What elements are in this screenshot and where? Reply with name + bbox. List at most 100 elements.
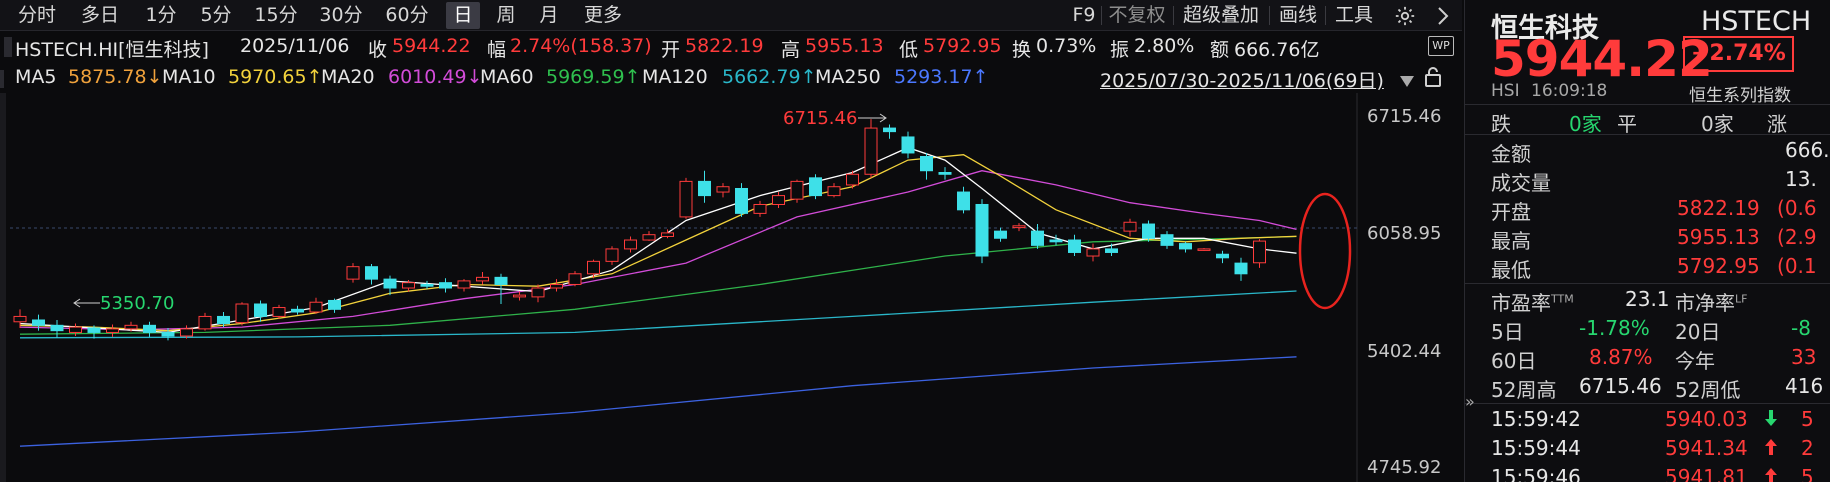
candle[interactable] xyxy=(790,179,804,203)
wp-icon[interactable]: WP xyxy=(1428,36,1454,56)
candle[interactable] xyxy=(809,174,822,200)
candle[interactable] xyxy=(772,192,785,209)
candle[interactable] xyxy=(235,302,249,326)
candle[interactable] xyxy=(87,325,101,339)
candle[interactable] xyxy=(1105,243,1118,257)
candle-body xyxy=(642,234,656,241)
open-label: 开 xyxy=(661,39,681,61)
candle[interactable] xyxy=(439,278,452,293)
candle[interactable] xyxy=(1031,224,1044,249)
period-tab-1min[interactable]: 1分 xyxy=(145,4,177,26)
period-tab-60min[interactable]: 60分 xyxy=(385,4,429,26)
candle[interactable] xyxy=(1086,243,1100,262)
candle[interactable] xyxy=(994,227,1007,242)
chevron-right-icon[interactable] xyxy=(1430,2,1456,29)
candle[interactable] xyxy=(32,314,45,331)
period-tab-multiday[interactable]: 多日 xyxy=(80,4,119,26)
draw-line-button[interactable]: 画线 xyxy=(1278,4,1317,26)
period-tab-30min[interactable]: 30分 xyxy=(319,4,363,26)
candle[interactable] xyxy=(106,324,119,337)
candle[interactable] xyxy=(1068,234,1081,257)
perf-value: -1.78% xyxy=(1579,316,1650,340)
candle[interactable] xyxy=(698,170,711,203)
candle[interactable] xyxy=(402,280,415,292)
candle[interactable] xyxy=(975,199,989,264)
period-tab-5min[interactable]: 5分 xyxy=(200,4,232,26)
candle[interactable] xyxy=(124,321,138,332)
candle[interactable] xyxy=(605,246,619,265)
candle[interactable] xyxy=(383,275,397,296)
candle[interactable] xyxy=(568,271,582,287)
candle[interactable] xyxy=(494,273,508,305)
candle[interactable] xyxy=(846,170,859,189)
candle-body xyxy=(1253,240,1266,264)
lock-icon[interactable] xyxy=(1422,66,1452,88)
candle[interactable] xyxy=(624,236,637,253)
candle[interactable] xyxy=(180,325,193,339)
candle[interactable] xyxy=(328,298,341,313)
candle-body xyxy=(864,127,878,175)
dropdown-triangle-icon[interactable] xyxy=(1400,71,1414,93)
candle[interactable] xyxy=(365,264,378,285)
candle[interactable] xyxy=(272,304,286,320)
candle[interactable] xyxy=(938,167,952,180)
candle[interactable] xyxy=(1179,241,1192,253)
kline-chart[interactable]: 6715.46 6058.95 5402.44 4745.92 6715.46 … xyxy=(0,93,1462,482)
candle[interactable] xyxy=(920,152,933,180)
candle[interactable] xyxy=(254,300,267,322)
candle[interactable] xyxy=(1216,250,1229,264)
candle[interactable] xyxy=(957,186,970,214)
candle[interactable] xyxy=(217,311,230,328)
candle-body xyxy=(494,276,508,285)
candle[interactable] xyxy=(1234,257,1248,281)
gear-icon[interactable] xyxy=(1390,2,1420,29)
candle[interactable] xyxy=(587,259,600,279)
candle[interactable] xyxy=(50,319,64,338)
candle[interactable] xyxy=(420,280,434,289)
candle[interactable] xyxy=(1123,218,1137,237)
candle[interactable] xyxy=(476,272,489,285)
candle[interactable] xyxy=(69,323,82,336)
period-tab-15min[interactable]: 15分 xyxy=(254,4,298,26)
candle[interactable] xyxy=(457,279,471,292)
candle[interactable] xyxy=(1253,239,1266,268)
candle[interactable] xyxy=(1049,234,1063,246)
candle[interactable] xyxy=(309,297,323,314)
candle[interactable] xyxy=(161,327,175,341)
candle[interactable] xyxy=(143,321,156,337)
candle[interactable] xyxy=(513,291,526,301)
candle[interactable] xyxy=(346,263,360,283)
candle[interactable] xyxy=(13,309,27,328)
period-tab-intraday[interactable]: 分时 xyxy=(17,4,56,26)
candle[interactable] xyxy=(864,119,878,178)
candle[interactable] xyxy=(1012,223,1026,232)
candle[interactable] xyxy=(1160,231,1174,249)
period-tab-month[interactable]: 月 xyxy=(539,4,559,26)
no-adjust-button[interactable]: 不复权 xyxy=(1108,4,1166,26)
candle[interactable] xyxy=(531,284,545,303)
candle[interactable] xyxy=(883,124,896,139)
candle[interactable] xyxy=(550,279,563,292)
candle[interactable] xyxy=(753,200,767,217)
candle[interactable] xyxy=(716,183,730,198)
f9-button[interactable]: F9 xyxy=(1072,4,1096,26)
candle[interactable] xyxy=(901,131,915,159)
candle[interactable] xyxy=(735,183,748,217)
collapse-chevron-icon[interactable]: » xyxy=(1465,392,1475,411)
perf-value: 6715.46 xyxy=(1579,374,1662,398)
candle[interactable] xyxy=(642,231,656,241)
kline-chart-svg[interactable]: 6715.46 6058.95 5402.44 4745.92 6715.46 … xyxy=(0,93,1462,482)
candle[interactable] xyxy=(827,183,841,198)
period-tab-week[interactable]: 周 xyxy=(496,4,516,26)
candle[interactable] xyxy=(1197,248,1211,251)
tools-button[interactable]: 工具 xyxy=(1334,4,1373,26)
candle[interactable] xyxy=(198,312,212,331)
period-tab-more[interactable]: 更多 xyxy=(583,4,622,26)
date-range-selector[interactable]: 2025/07/30-2025/11/06(69日) xyxy=(1100,70,1384,92)
candle[interactable] xyxy=(679,177,693,219)
candle[interactable] xyxy=(1142,220,1155,242)
period-tab-day[interactable]: 日 xyxy=(446,2,480,29)
overlay-button[interactable]: 超级叠加 xyxy=(1182,4,1259,26)
candle[interactable] xyxy=(291,305,304,315)
candle[interactable] xyxy=(661,229,674,239)
